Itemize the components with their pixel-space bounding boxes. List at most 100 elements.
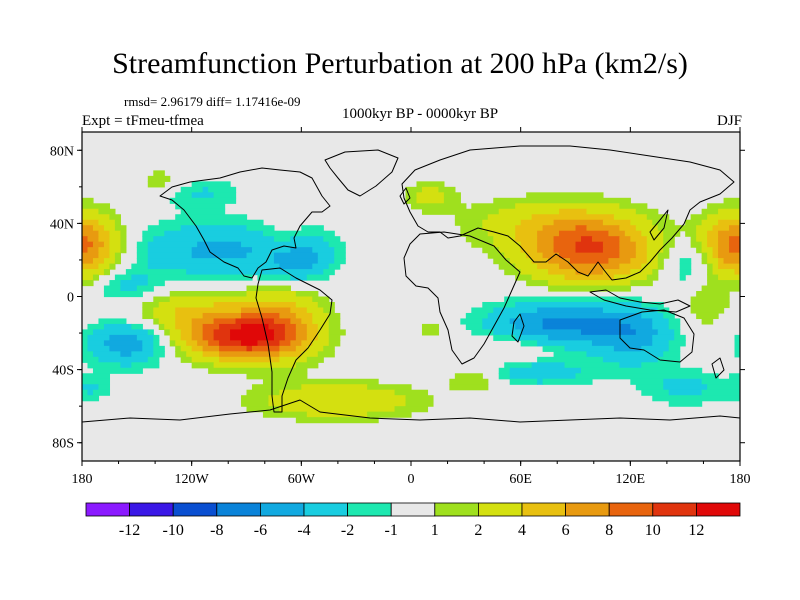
field-cell xyxy=(180,334,193,341)
field-cell xyxy=(635,247,648,254)
field-cell xyxy=(405,192,418,199)
field-cell xyxy=(641,389,670,396)
field-cell xyxy=(515,225,544,232)
field-cell xyxy=(147,225,182,232)
field-cell xyxy=(712,263,719,270)
field-cell xyxy=(186,340,198,347)
field-cell xyxy=(191,247,253,254)
field-cell xyxy=(295,417,379,424)
field-cell xyxy=(641,263,659,270)
field-cell xyxy=(602,241,620,248)
field-cell xyxy=(98,236,111,243)
field-cell xyxy=(213,301,297,309)
x-tick-label: 0 xyxy=(408,472,415,487)
field-cell xyxy=(707,258,719,265)
field-cell xyxy=(498,367,511,374)
coastlines xyxy=(82,145,740,423)
field-cell xyxy=(158,219,264,226)
field-cell xyxy=(707,230,719,237)
field-cell xyxy=(169,340,176,347)
field-cell xyxy=(191,192,215,199)
field-cell xyxy=(257,340,280,347)
field-cell xyxy=(120,236,127,243)
field-cell xyxy=(646,258,659,265)
field-cell xyxy=(114,258,121,265)
field-cell xyxy=(120,280,149,287)
field-cell xyxy=(246,291,297,298)
colorbar-swatch xyxy=(303,502,348,517)
field-cell xyxy=(493,258,511,265)
field-cell xyxy=(306,345,324,352)
colorbar-swatch xyxy=(216,502,261,517)
field-cell xyxy=(663,312,675,320)
field-cell xyxy=(273,318,291,325)
field-cell xyxy=(202,323,220,330)
field-cell xyxy=(608,258,631,265)
field-cell xyxy=(191,345,204,352)
field-cell xyxy=(213,334,231,341)
field-cell xyxy=(668,345,681,352)
field-cell xyxy=(147,274,253,281)
field-cell xyxy=(701,247,714,254)
field-cell xyxy=(147,356,160,363)
field-cell xyxy=(131,263,149,270)
field-cell xyxy=(279,406,396,413)
field-cell xyxy=(180,186,204,193)
field-cell xyxy=(707,263,714,270)
field-cell xyxy=(619,252,637,259)
field-cell xyxy=(553,247,577,254)
field-cell xyxy=(213,318,237,325)
field-cell xyxy=(454,214,489,221)
field-cell xyxy=(82,384,100,391)
field-cell xyxy=(668,389,703,396)
field-cell xyxy=(328,329,346,336)
field-cell xyxy=(301,318,313,325)
field-cell xyxy=(114,274,132,281)
field-cell xyxy=(619,225,637,232)
colorbar-label: 1 xyxy=(431,522,439,539)
field-cell xyxy=(405,400,434,407)
field-cell xyxy=(652,269,659,276)
field-cell xyxy=(630,280,653,287)
field-cell xyxy=(136,285,154,292)
field-cell xyxy=(679,269,692,276)
field-cell xyxy=(449,378,489,385)
field-cell xyxy=(306,411,368,418)
field-cell xyxy=(515,334,549,341)
field-cell xyxy=(109,263,116,270)
colorbar-label: 4 xyxy=(518,522,526,539)
y-tick-label: 40S xyxy=(52,364,74,379)
field-cell xyxy=(82,340,89,347)
field-cell xyxy=(690,296,730,303)
field-cell xyxy=(82,329,94,336)
field-cell xyxy=(696,312,719,320)
field-cell xyxy=(553,236,582,243)
field-cell xyxy=(279,263,313,270)
field-cell xyxy=(273,258,319,265)
field-cell xyxy=(498,247,522,254)
field-cell xyxy=(663,241,675,248)
field-cell xyxy=(169,197,237,204)
field-cell xyxy=(405,395,434,402)
field-cell xyxy=(175,214,248,221)
field-cell xyxy=(729,236,740,243)
colorbar-label: -6 xyxy=(254,522,267,539)
field-cell xyxy=(273,252,319,259)
field-cell xyxy=(591,236,620,243)
x-tick-label: 180 xyxy=(72,472,93,487)
field-cell xyxy=(575,269,604,276)
field-cell xyxy=(82,269,105,276)
field-cell xyxy=(323,345,335,352)
y-tick-label: 80N xyxy=(50,144,74,159)
x-tick-label: 60W xyxy=(288,472,316,487)
field-cell xyxy=(312,247,335,254)
field-cell xyxy=(537,236,555,243)
anomaly-field xyxy=(82,132,740,461)
field-cell xyxy=(317,301,335,309)
field-cell xyxy=(630,219,653,226)
field-cell xyxy=(641,362,681,369)
field-cell xyxy=(646,214,670,221)
field-cell xyxy=(175,312,204,320)
field-cell xyxy=(284,323,297,330)
field-cell xyxy=(153,296,171,303)
